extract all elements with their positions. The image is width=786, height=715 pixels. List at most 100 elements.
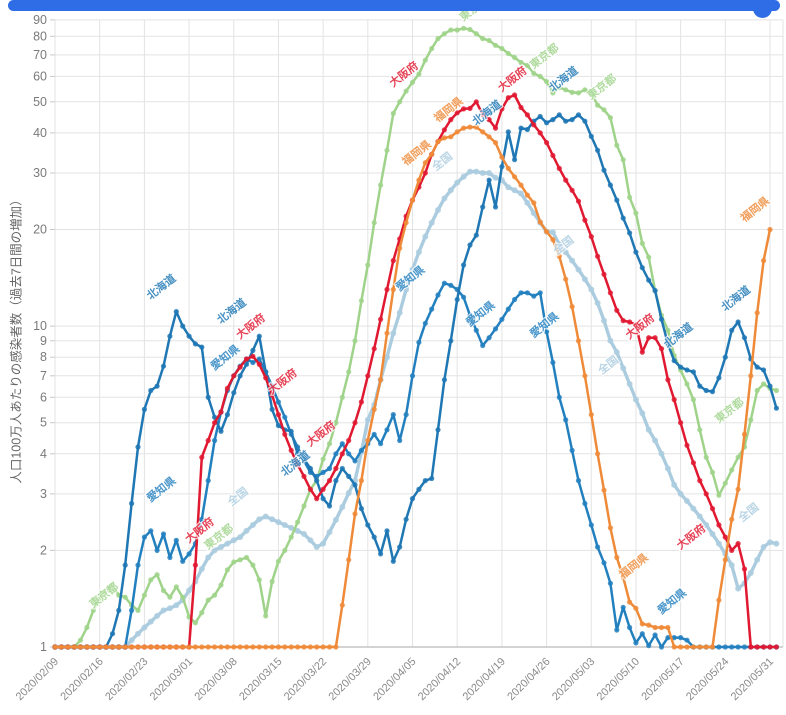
series-marker-zenkoku[interactable] — [186, 587, 193, 594]
series-marker-tokyo[interactable] — [690, 397, 697, 403]
series-marker-osaka[interactable] — [263, 375, 269, 381]
series-marker-aichi[interactable] — [346, 451, 352, 457]
series-marker-tokyo[interactable] — [333, 420, 339, 426]
series-marker-fukuoka[interactable] — [741, 431, 748, 437]
series-marker-osaka[interactable] — [511, 92, 518, 98]
series-marker-zenkoku[interactable] — [262, 513, 269, 520]
series-marker-hokkaido[interactable] — [486, 177, 492, 183]
series-marker-tokyo[interactable] — [486, 37, 492, 44]
series-marker-aichi[interactable] — [480, 342, 486, 349]
series-marker-tokyo[interactable] — [524, 62, 531, 69]
series-marker-hokkaido[interactable] — [569, 117, 575, 123]
series-marker-osaka[interactable] — [199, 454, 205, 460]
series-marker-aichi[interactable] — [269, 383, 275, 389]
series-marker-fukuoka[interactable] — [620, 574, 626, 580]
series-marker-zenkoku[interactable] — [530, 210, 537, 217]
series-marker-fukuoka[interactable] — [678, 644, 684, 650]
series-marker-tokyo[interactable] — [212, 592, 218, 598]
series-marker-tokyo[interactable] — [435, 36, 441, 42]
series-marker-osaka[interactable] — [314, 496, 320, 502]
series-marker-hokkaido[interactable] — [243, 361, 250, 367]
series-marker-fukuoka[interactable] — [754, 310, 760, 316]
series-marker-tokyo[interactable] — [326, 441, 333, 447]
series-marker-aichi[interactable] — [639, 631, 645, 637]
series-marker-fukuoka[interactable] — [263, 644, 269, 650]
series-marker-osaka[interactable] — [295, 462, 301, 468]
series-marker-zenkoku[interactable] — [237, 534, 244, 541]
series-marker-osaka[interactable] — [639, 349, 645, 355]
series-marker-fukuoka[interactable] — [767, 226, 773, 233]
series-marker-fukuoka[interactable] — [65, 644, 71, 650]
series-marker-osaka[interactable] — [607, 290, 614, 296]
series-marker-fukuoka[interactable] — [135, 644, 141, 650]
series-marker-fukuoka[interactable] — [58, 644, 64, 650]
series-marker-fukuoka[interactable] — [314, 644, 320, 650]
series-marker-zenkoku[interactable] — [735, 585, 742, 592]
series-marker-aichi[interactable] — [378, 441, 384, 447]
series-marker-tokyo[interactable] — [275, 558, 281, 564]
series-marker-aichi[interactable] — [652, 632, 658, 638]
series-marker-tokyo[interactable] — [148, 577, 154, 583]
series-marker-tokyo[interactable] — [288, 534, 294, 540]
series-marker-hokkaido[interactable] — [665, 341, 671, 347]
series-marker-zenkoku[interactable] — [613, 349, 620, 356]
series-marker-hokkaido[interactable] — [461, 262, 467, 268]
series-marker-osaka[interactable] — [588, 234, 594, 240]
series-marker-osaka[interactable] — [326, 478, 333, 484]
series-marker-zenkoku[interactable] — [435, 207, 441, 213]
series-marker-zenkoku[interactable] — [384, 354, 390, 361]
series-marker-hokkaido[interactable] — [633, 249, 639, 255]
series-marker-zenkoku[interactable] — [339, 504, 346, 510]
series-marker-hokkaido[interactable] — [652, 288, 658, 294]
series-marker-fukuoka[interactable] — [199, 644, 205, 650]
series-marker-aichi[interactable] — [384, 427, 390, 433]
series-marker-zenkoku[interactable] — [269, 516, 276, 523]
series-marker-hokkaido[interactable] — [269, 406, 275, 412]
series-marker-aichi[interactable] — [256, 356, 262, 362]
series-marker-hokkaido[interactable] — [563, 118, 569, 124]
series-marker-hokkaido[interactable] — [422, 478, 428, 484]
series-marker-fukuoka[interactable] — [243, 644, 250, 650]
series-marker-fukuoka[interactable] — [212, 644, 218, 650]
series-marker-tokyo[interactable] — [620, 157, 626, 163]
series-marker-hokkaido[interactable] — [741, 335, 748, 341]
series-marker-aichi[interactable] — [511, 296, 518, 303]
series-marker-fukuoka[interactable] — [288, 644, 294, 650]
series-marker-aichi[interactable] — [390, 412, 396, 418]
series-marker-aichi[interactable] — [441, 280, 447, 286]
series-marker-tokyo[interactable] — [218, 582, 224, 588]
series-marker-zenkoku[interactable] — [173, 602, 180, 609]
series-marker-aichi[interactable] — [601, 560, 607, 566]
series-marker-osaka[interactable] — [569, 187, 575, 193]
series-marker-zenkoku[interactable] — [626, 381, 633, 387]
series-marker-aichi[interactable] — [524, 290, 531, 296]
series-marker-osaka[interactable] — [480, 112, 486, 118]
series-marker-fukuoka[interactable] — [154, 644, 160, 650]
series-marker-aichi[interactable] — [620, 604, 626, 610]
series-marker-osaka[interactable] — [722, 534, 728, 540]
series-marker-fukuoka[interactable] — [250, 644, 256, 650]
series-marker-fukuoka[interactable] — [403, 220, 409, 226]
series-marker-osaka[interactable] — [767, 644, 773, 650]
series-marker-aichi[interactable] — [135, 562, 141, 568]
series-marker-fukuoka[interactable] — [703, 644, 709, 650]
series-marker-hokkaido[interactable] — [467, 242, 473, 248]
series-marker-tokyo[interactable] — [77, 637, 84, 643]
series-marker-fukuoka[interactable] — [77, 644, 84, 650]
series-marker-fukuoka[interactable] — [671, 644, 677, 650]
series-marker-hokkaido[interactable] — [365, 522, 371, 528]
series-marker-zenkoku[interactable] — [218, 544, 224, 550]
series-marker-hokkaido[interactable] — [735, 319, 741, 325]
series-marker-hokkaido[interactable] — [199, 344, 205, 350]
series-marker-zenkoku[interactable] — [664, 465, 671, 472]
series-marker-hokkaido[interactable] — [556, 112, 562, 118]
series-marker-fukuoka[interactable] — [448, 134, 454, 140]
series-marker-tokyo[interactable] — [588, 90, 594, 96]
series-marker-zenkoku[interactable] — [428, 219, 435, 226]
series-marker-tokyo[interactable] — [722, 480, 728, 486]
series-marker-fukuoka[interactable] — [122, 644, 128, 650]
series-marker-zenkoku[interactable] — [747, 570, 754, 576]
series-marker-hokkaido[interactable] — [550, 117, 556, 123]
series-marker-fukuoka[interactable] — [186, 644, 192, 650]
series-marker-zenkoku[interactable] — [518, 190, 524, 197]
